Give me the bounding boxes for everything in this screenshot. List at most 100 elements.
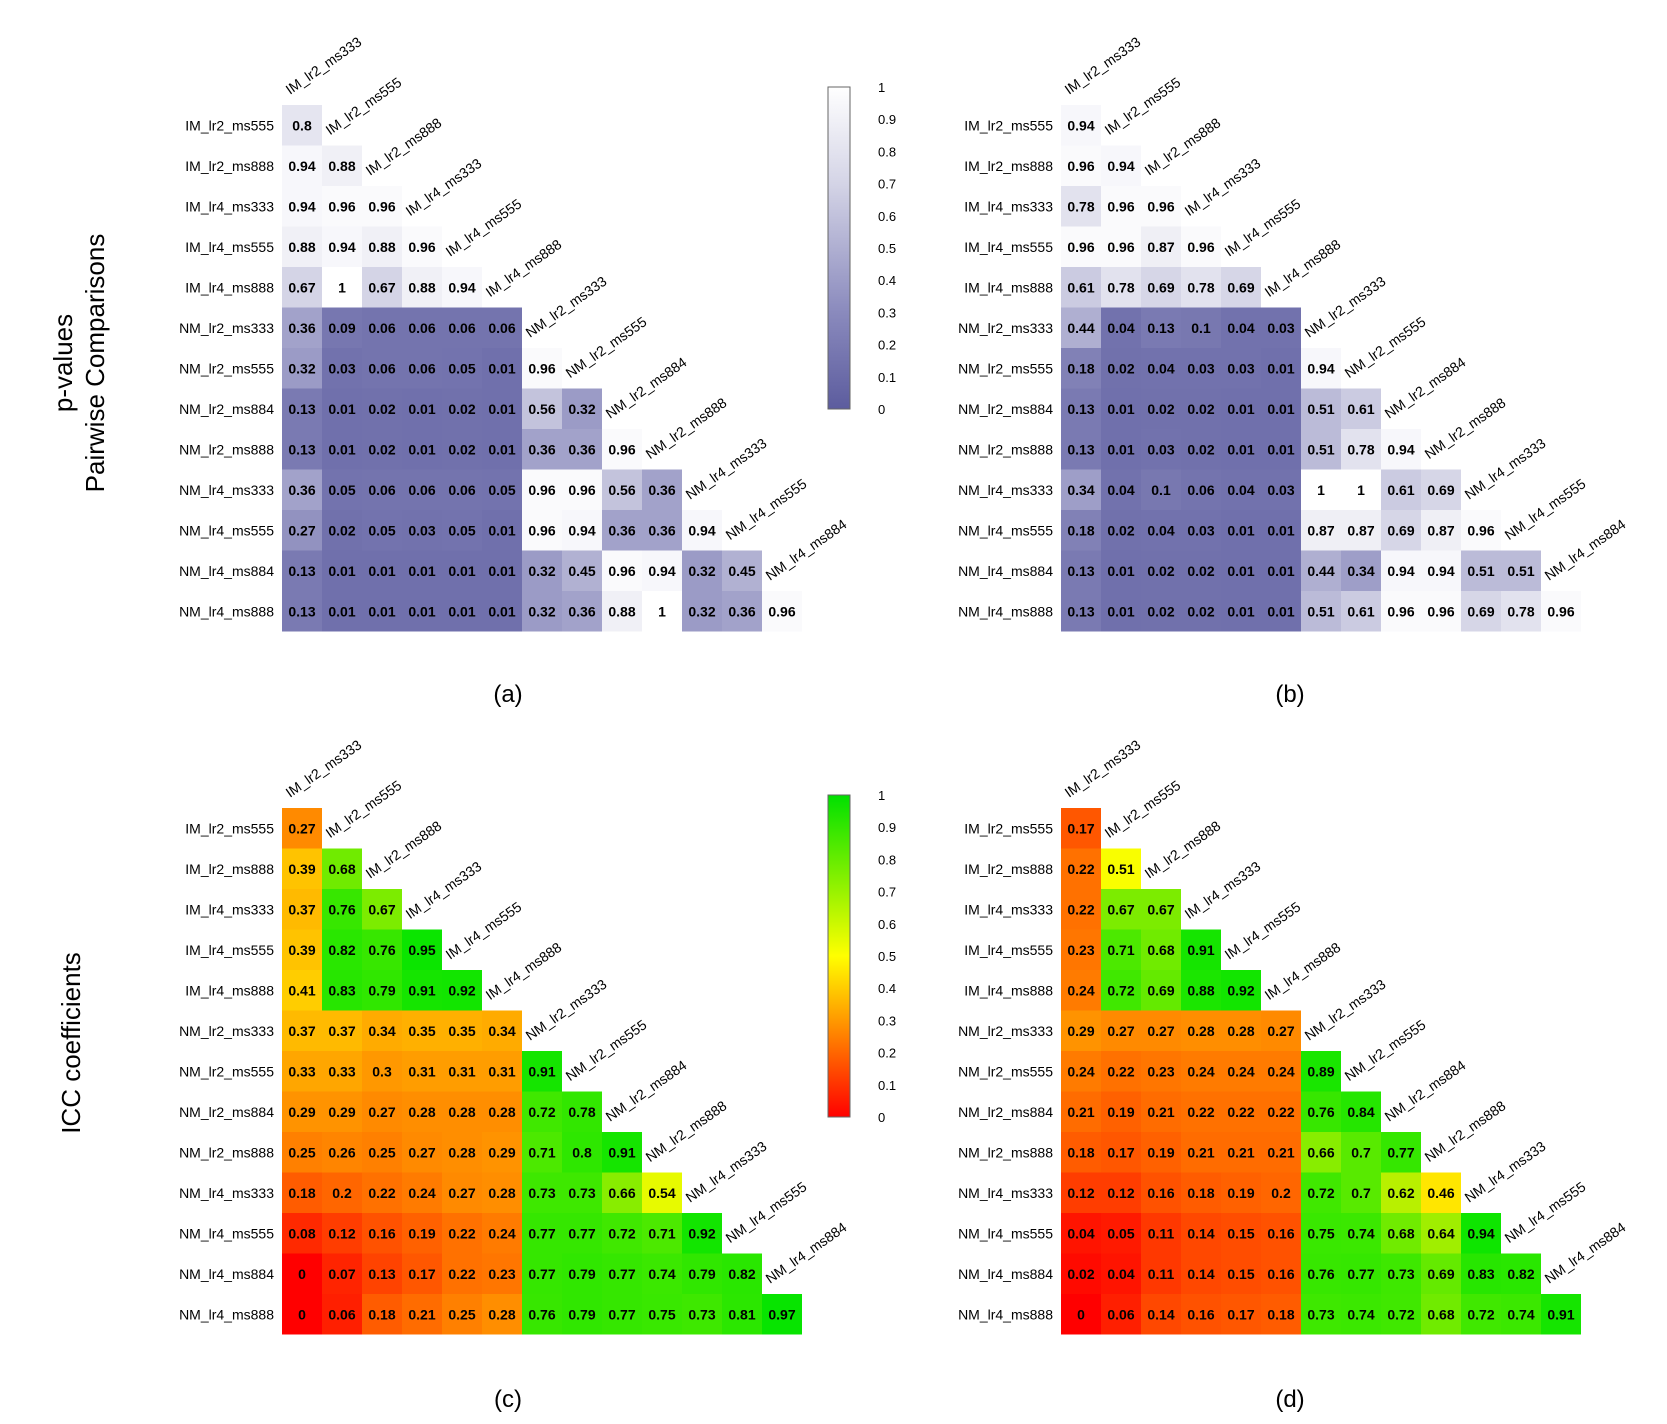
cell-value-a-r11-c7: 0.45 <box>568 563 595 579</box>
cell-c-r10-c9 <box>642 1213 682 1254</box>
cell-a-r5-c4 <box>442 307 482 348</box>
cell-c-r3-c3 <box>402 929 442 970</box>
cell-value-a-r6-c0: 0.32 <box>288 360 315 376</box>
cell-value-a-r9-c7: 0.96 <box>568 482 595 498</box>
cell-b-r4-c2 <box>1141 267 1181 308</box>
colorbar-tick-icc-3: 0.7 <box>878 885 896 900</box>
cell-value-d-r7-c5: 0.22 <box>1267 1104 1294 1120</box>
cell-d-r11-c8 <box>1381 1253 1421 1294</box>
cell-a-r7-c5 <box>482 388 522 429</box>
cell-value-a-r7-c1: 0.01 <box>328 401 355 417</box>
cell-value-a-r12-c11: 0.36 <box>728 603 755 619</box>
cell-c-r8-c1 <box>322 1132 362 1173</box>
cell-d-r1-c0 <box>1061 848 1101 889</box>
cell-value-b-r5-c4: 0.04 <box>1227 320 1254 336</box>
cell-value-c-r10-c6: 0.77 <box>528 1225 555 1241</box>
cell-value-c-r8-c7: 0.8 <box>572 1144 592 1160</box>
row-label-a-12: NM_lr4_ms888 <box>179 603 274 619</box>
colorbar-tick-pvalue-10: 0 <box>878 402 885 417</box>
cell-value-a-r5-c1: 0.09 <box>328 320 355 336</box>
cell-value-a-r11-c2: 0.01 <box>368 563 395 579</box>
cell-c-r9-c4 <box>442 1172 482 1213</box>
row-label-d-5: NM_lr2_ms333 <box>958 1023 1053 1039</box>
cell-d-r10-c7 <box>1341 1213 1381 1254</box>
cell-c-r10-c0 <box>282 1213 322 1254</box>
cell-value-a-r8-c3: 0.01 <box>408 441 435 457</box>
cell-a-r10-c8 <box>602 510 642 551</box>
cell-value-b-r5-c5: 0.03 <box>1267 320 1294 336</box>
cell-value-b-r12-c9: 0.96 <box>1427 603 1454 619</box>
cell-b-r7-c2 <box>1141 388 1181 429</box>
cell-value-b-r9-c7: 1 <box>1357 482 1365 498</box>
cell-a-r6-c4 <box>442 348 482 389</box>
cell-value-a-r8-c7: 0.36 <box>568 441 595 457</box>
cell-d-r4-c2 <box>1141 970 1181 1011</box>
cell-c-r12-c2 <box>362 1294 402 1335</box>
cell-c-r7-c6 <box>522 1091 562 1132</box>
cell-a-r11-c10 <box>682 550 722 591</box>
cell-b-r5-c0 <box>1061 307 1101 348</box>
col-label-c-12: NM_lr4_ms884 <box>763 1219 850 1287</box>
cell-b-r2-c2 <box>1141 186 1181 227</box>
cell-value-c-r2-c1: 0.76 <box>328 901 355 917</box>
cell-d-r10-c6 <box>1301 1213 1341 1254</box>
cell-b-r8-c4 <box>1221 429 1261 470</box>
cell-value-d-r2-c0: 0.22 <box>1067 901 1094 917</box>
cell-d-r9-c6 <box>1301 1172 1341 1213</box>
cell-value-d-r11-c0: 0.02 <box>1067 1266 1094 1282</box>
colorbar-gradient-pvalue <box>827 86 851 410</box>
cell-value-c-r11-c5: 0.23 <box>488 1266 515 1282</box>
cell-value-c-r4-c4: 0.92 <box>448 982 475 998</box>
cell-d-r5-c1 <box>1101 1010 1141 1051</box>
cell-d-r9-c9 <box>1421 1172 1461 1213</box>
colorbar-tick-icc-5: 0.5 <box>878 949 896 964</box>
cell-a-r3-c2 <box>362 226 402 267</box>
row-label-b-10: NM_lr4_ms555 <box>958 522 1053 538</box>
cell-a-r10-c7 <box>562 510 602 551</box>
colorbar-tick-icc-10: 0 <box>878 1110 885 1125</box>
cell-value-b-r2-c2: 0.96 <box>1147 198 1174 214</box>
cell-a-r9-c2 <box>362 469 402 510</box>
cell-value-d-r12-c1: 0.06 <box>1107 1306 1134 1322</box>
cell-c-r9-c0 <box>282 1172 322 1213</box>
heatmap-c: 0.27 0.39 0.68 0.37 0.76 0.67 0.39 0.82 0.76 0.95… <box>179 736 850 1335</box>
cell-a-r10-c0 <box>282 510 322 551</box>
col-label-c-8: NM_lr2_ms884 <box>603 1057 690 1125</box>
cell-d-r7-c0 <box>1061 1091 1101 1132</box>
cell-a-r4-c2 <box>362 267 402 308</box>
cell-d-r4-c1 <box>1101 970 1141 1011</box>
cell-value-a-r10-c6: 0.96 <box>528 522 555 538</box>
cell-value-b-r8-c7: 0.78 <box>1347 441 1374 457</box>
col-label-a-10: NM_lr4_ms333 <box>683 435 770 503</box>
colorbar-tick-icc-4: 0.6 <box>878 917 896 932</box>
row-label-b-0: IM_lr2_ms555 <box>964 117 1053 133</box>
cell-value-c-r9-c0: 0.18 <box>288 1185 315 1201</box>
colorbar-tick-pvalue-2: 0.8 <box>878 144 896 159</box>
cell-b-r12-c5 <box>1261 591 1301 632</box>
cell-a-r8-c3 <box>402 429 442 470</box>
cell-value-b-r12-c2: 0.02 <box>1147 603 1174 619</box>
cell-d-r10-c1 <box>1101 1213 1141 1254</box>
cell-value-c-r7-c5: 0.28 <box>488 1104 515 1120</box>
cell-value-b-r9-c6: 1 <box>1317 482 1325 498</box>
cell-value-d-r6-c6: 0.89 <box>1307 1063 1334 1079</box>
cell-value-c-r12-c11: 0.81 <box>728 1306 755 1322</box>
cell-c-r11-c5 <box>482 1253 522 1294</box>
cell-c-r8-c6 <box>522 1132 562 1173</box>
cell-b-r11-c8 <box>1381 550 1421 591</box>
cell-value-a-r8-c6: 0.36 <box>528 441 555 457</box>
cell-value-a-r5-c3: 0.06 <box>408 320 435 336</box>
cell-value-c-r2-c2: 0.67 <box>368 901 395 917</box>
cell-value-d-r5-c2: 0.27 <box>1147 1023 1174 1039</box>
cell-value-d-r4-c4: 0.92 <box>1227 982 1254 998</box>
cell-value-c-r5-c0: 0.37 <box>288 1023 315 1039</box>
cell-a-r7-c6 <box>522 388 562 429</box>
cell-value-a-r9-c8: 0.56 <box>608 482 635 498</box>
colorbar-icc: 1 0.9 0.8 0.7 0.6 0.5 0.4 0.3 0.2 0.1 0 <box>827 788 896 1125</box>
cell-a-r10-c9 <box>642 510 682 551</box>
row-label-b-1: IM_lr2_ms888 <box>964 158 1053 174</box>
cell-value-c-r9-c5: 0.28 <box>488 1185 515 1201</box>
cell-value-b-r11-c11: 0.51 <box>1507 563 1534 579</box>
cell-value-d-r10-c1: 0.05 <box>1107 1225 1134 1241</box>
cell-value-b-r11-c2: 0.02 <box>1147 563 1174 579</box>
